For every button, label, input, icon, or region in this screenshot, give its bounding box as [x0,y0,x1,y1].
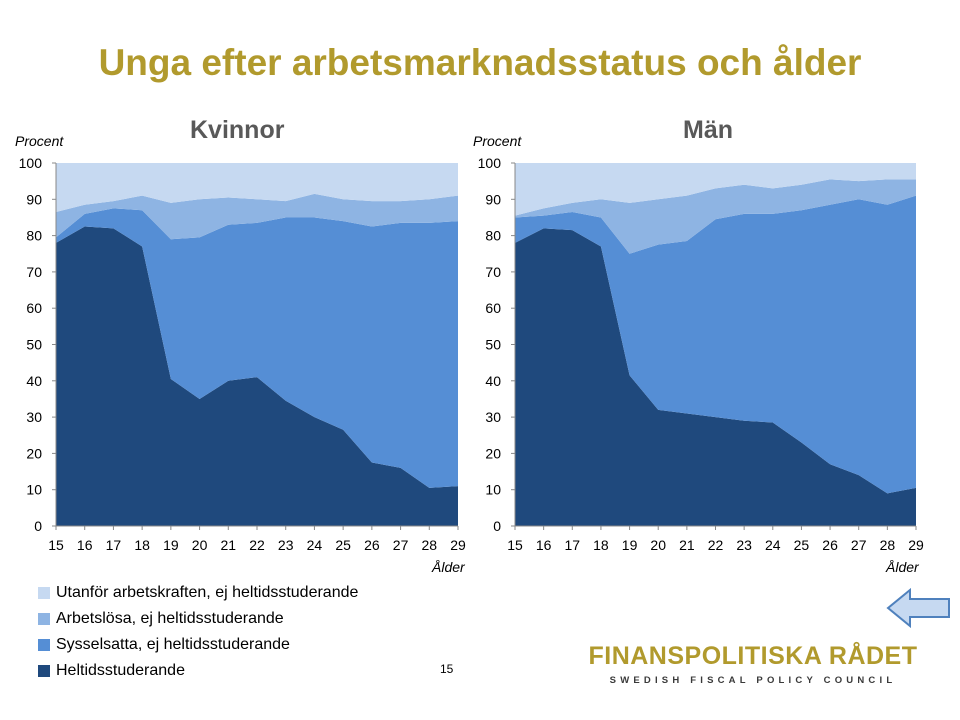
man-y-tick-label: 0 [493,518,501,534]
man-x-tick-label: 26 [822,537,838,553]
kvinnor-y-tick-label: 50 [26,337,42,353]
legend-swatch-sysselsatta [38,639,50,651]
legend-item-utanfor: Utanför arbetskraften, ej heltidsstudera… [38,580,358,606]
man-x-tick-label: 27 [851,537,867,553]
man-y-tick-label: 30 [485,409,501,425]
kvinnor-y-tick-label: 90 [26,191,42,207]
kvinnor-y-tick-label: 20 [26,445,42,461]
man-x-tick-label: 22 [708,537,724,553]
kvinnor-y-tick-label: 0 [34,518,42,534]
kvinnor-area-heltid [56,226,458,526]
kvinnor-y-tick-label: 10 [26,482,42,498]
man-y-tick-label: 80 [485,228,501,244]
legend: Utanför arbetskraften, ej heltidsstudera… [38,580,358,684]
man-area-utanfor [515,163,916,216]
kvinnor-x-tick-label: 21 [220,537,236,553]
x-axis-label-man: Ålder [886,559,919,575]
man-x-tick-label: 23 [736,537,752,553]
man-x-tick-label: 25 [794,537,810,553]
man-area-sysselsatta [515,195,916,494]
kvinnor-area-utanfor [56,163,458,213]
kvinnor-x-tick-label: 24 [307,537,323,553]
man-y-tick-label: 40 [485,373,501,389]
man-x-tick-label: 15 [507,537,523,553]
man-y-tick-label: 90 [485,191,501,207]
man-y-tick-label: 60 [485,300,501,316]
man-x-tick-label: 28 [880,537,896,553]
chart-title-man: Män [683,116,733,144]
x-axis-label-kvinnor: Ålder [432,559,465,575]
kvinnor-x-tick-label: 23 [278,537,294,553]
page-number: 15 [440,662,454,676]
man-x-tick-label: 20 [650,537,666,553]
man-x-tick-label: 18 [593,537,609,553]
chart-kvinnor: 0 10 20 30 40 50 60 70 80 90 100 15 16 17 18 19 20 21 22 23… [19,155,466,553]
kvinnor-x-tick-label: 17 [106,537,122,553]
chart-title-kvinnor: Kvinnor [190,116,285,144]
man-x-tick-label: 21 [679,537,695,553]
man-x-tick-label: 17 [564,537,580,553]
kvinnor-area-sysselsatta [56,208,458,488]
kvinnor-y-tick-label: 70 [26,264,42,280]
kvinnor-x-tick-label: 25 [335,537,351,553]
man-x-tick-label: 29 [908,537,924,553]
man-y-tick-label: 50 [485,337,501,353]
kvinnor-y-tick-label: 40 [26,373,42,389]
man-x-tick-label: 19 [622,537,638,553]
logo: FINANSPOLITISKA RÅDET SWEDISH FISCAL POL… [568,642,938,686]
kvinnor-x-tick-label: 19 [163,537,179,553]
legend-item-arbetslosa: Arbetslösa, ej heltidsstuderande [38,606,358,632]
legend-swatch-utanfor [38,587,50,599]
logo-name: FINANSPOLITISKA RÅDET [588,642,918,670]
man-x-tick-label: 16 [536,537,552,553]
man-y-tick-label: 20 [485,445,501,461]
legend-swatch-arbetslosa [38,613,50,625]
kvinnor-x-tick-label: 27 [393,537,409,553]
legend-item-heltid: Heltidsstuderande [38,658,358,684]
slide-title: Unga efter arbetsmarknadsstatus och ålde… [98,42,862,83]
logo-tagline: SWEDISH FISCAL POLICY COUNCIL [609,675,897,686]
kvinnor-y-tick-label: 80 [26,228,42,244]
kvinnor-x-tick-label: 18 [134,537,150,553]
man-area-arbetslosa [515,179,916,254]
legend-item-sysselsatta: Sysselsatta, ej heltidsstuderande [38,632,358,658]
man-y-tick-label: 10 [485,482,501,498]
legend-label-arbetslosa: Arbetslösa, ej heltidsstuderande [56,610,284,627]
man-y-tick-label: 70 [485,264,501,280]
kvinnor-x-tick-label: 26 [364,537,380,553]
kvinnor-y-tick-label: 60 [26,300,42,316]
legend-label-heltid: Heltidsstuderande [56,662,185,679]
kvinnor-x-tick-label: 20 [192,537,208,553]
kvinnor-x-tick-label: 15 [48,537,64,553]
legend-swatch-heltid [38,665,50,677]
kvinnor-x-tick-label: 29 [450,537,466,553]
kvinnor-y-tick-label: 30 [26,409,42,425]
legend-label-sysselsatta: Sysselsatta, ej heltidsstuderande [56,636,290,653]
kvinnor-area-arbetslosa [56,193,458,240]
y-axis-label-kvinnor: Procent [15,133,64,149]
man-y-tick-label: 100 [478,155,502,171]
kvinnor-y-tick-label: 100 [19,155,43,171]
kvinnor-x-tick-label: 28 [421,537,437,553]
man-area-heltid [515,228,916,526]
kvinnor-x-tick-label: 22 [249,537,265,553]
y-axis-label-man: Procent [473,133,522,149]
legend-label-utanfor: Utanför arbetskraften, ej heltidsstudera… [56,584,359,601]
man-x-tick-label: 24 [765,537,781,553]
chart-man: 0 10 20 30 40 50 60 70 80 90 100 15 16 17 18 19 20 21 22 23… [478,155,924,553]
left-arrow-icon[interactable] [886,588,952,628]
kvinnor-x-tick-label: 16 [77,537,93,553]
